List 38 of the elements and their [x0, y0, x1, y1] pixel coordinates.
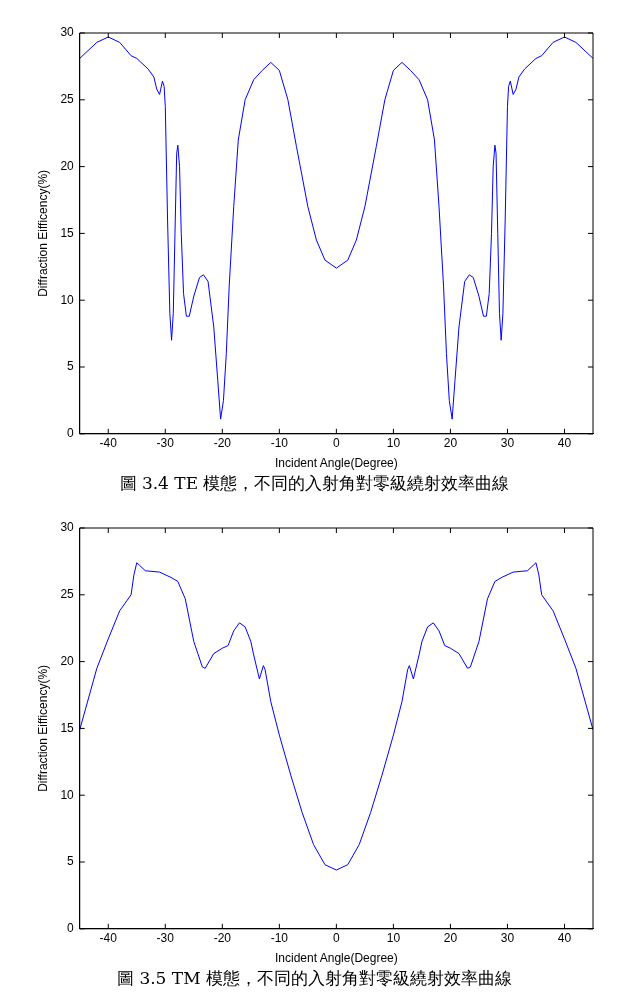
y-tick-label: 5: [67, 359, 75, 374]
y-tick-label: 30: [60, 25, 75, 40]
x-tick-label: -20: [213, 931, 232, 946]
y-tick-label: 15: [60, 225, 75, 240]
x-axis-title: Incident Angle(Degree): [275, 950, 398, 965]
x-tick-label: 20: [443, 931, 458, 946]
x-tick-label: -40: [99, 436, 118, 451]
x-tick-label: 20: [443, 436, 458, 451]
x-tick-label: -10: [270, 436, 289, 451]
x-tick-label: 0: [333, 931, 341, 946]
x-axis-title: Incident Angle(Degree): [275, 455, 398, 470]
text: 圖 3.4 TE 模態，不同的入射角對零級繞射效率曲線: [119, 473, 510, 494]
x-tick-label: 40: [557, 931, 572, 946]
text: 圖 3.5 TM 模態，不同的入射角對零級繞射效率曲線: [117, 968, 512, 989]
y-tick-label: 25: [60, 587, 75, 602]
x-tick-label: -10: [270, 931, 289, 946]
y-tick-label: 20: [60, 158, 75, 173]
y-tick-label: 15: [60, 720, 75, 735]
x-tick-label: 30: [500, 931, 515, 946]
y-axis-title: Diffraction Eifficency(%): [35, 169, 50, 297]
y-tick-label: 0: [67, 426, 75, 441]
x-tick-label: -20: [213, 436, 232, 451]
y-tick-label: 20: [60, 653, 75, 668]
y-tick-label: 10: [60, 292, 75, 307]
x-tick-label: 0: [333, 436, 341, 451]
y-tick-label: 25: [60, 92, 75, 107]
x-tick-label: 10: [386, 931, 401, 946]
x-tick-label: 40: [557, 436, 572, 451]
x-tick-label: 30: [500, 436, 515, 451]
y-tick-label: 10: [60, 787, 75, 802]
x-tick-label: -30: [156, 436, 175, 451]
x-tick-label: -30: [156, 931, 175, 946]
y-tick-label: 5: [67, 854, 75, 869]
y-axis-title: Diffraction Eifficency(%): [35, 664, 50, 792]
y-tick-label: 0: [67, 921, 75, 936]
x-tick-label: 10: [386, 436, 401, 451]
x-tick-label: -40: [99, 931, 118, 946]
y-tick-label: 30: [60, 520, 75, 535]
